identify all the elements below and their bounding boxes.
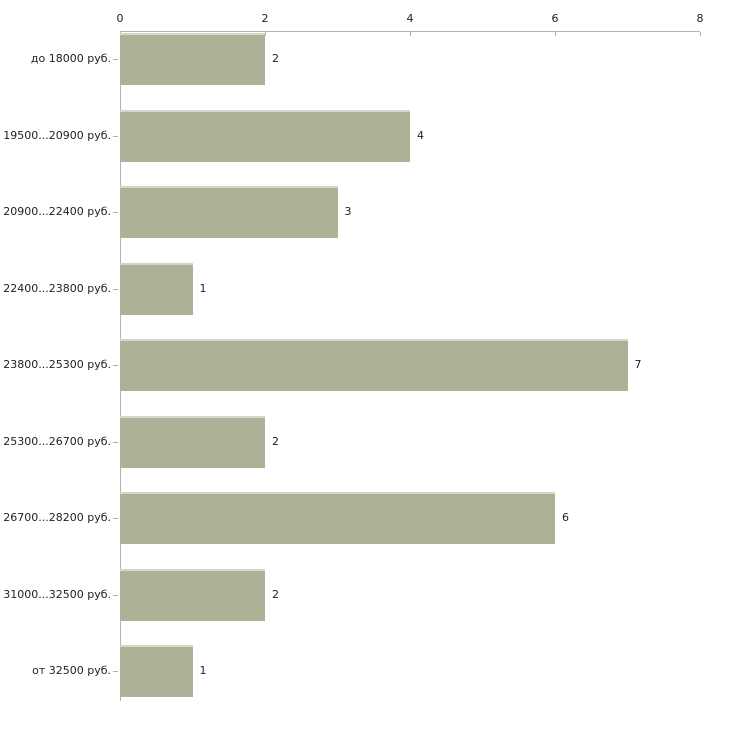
x-tick-label: 2 [261,12,269,25]
value-label: 4 [417,128,424,142]
y-tick-mark [113,441,118,443]
value-label: 1 [199,281,207,295]
y-tick-mark [113,365,118,366]
bar [120,186,338,238]
bar [120,568,265,621]
bar [120,415,265,468]
value-label: 7 [634,358,642,371]
value-label: 2 [272,587,279,601]
bar [120,33,265,85]
category-label: 25300...26700 руб. [3,434,111,448]
category-label: 26700...28200 руб. [3,511,111,524]
value-label: 1 [199,664,207,677]
y-tick-mark [113,594,118,596]
y-tick-mark [113,135,118,137]
bar [120,109,410,162]
x-tick-mark [555,32,556,36]
x-tick-label: 6 [551,12,559,25]
x-tick-mark [265,32,266,36]
category-label: до 18000 руб. [30,52,111,65]
x-axis-line [120,31,700,32]
value-label: 6 [562,511,569,524]
bar [120,645,193,697]
bar [120,492,555,544]
value-label: 2 [272,52,279,65]
x-tick-label: 8 [696,12,704,25]
x-tick-label: 4 [406,12,414,25]
category-label: 23800...25300 руб. [3,358,111,371]
category-label: 22400...23800 руб. [3,281,111,295]
category-label: 20900...22400 руб. [3,205,111,218]
value-label: 3 [344,205,352,218]
category-label: 31000...32500 руб. [3,587,111,601]
category-label: 19500...20900 руб. [3,128,111,142]
y-tick-mark [113,288,118,290]
x-tick-label: 0 [116,12,124,25]
x-tick-mark [410,32,411,36]
bar [120,339,628,391]
y-tick-mark [113,212,118,213]
x-tick-mark [700,32,701,36]
value-label: 2 [272,434,279,448]
y-tick-mark [113,671,118,672]
category-label: от 32500 руб. [32,664,111,677]
y-tick-mark [113,59,118,60]
bar [120,262,193,315]
y-tick-mark [113,518,118,519]
